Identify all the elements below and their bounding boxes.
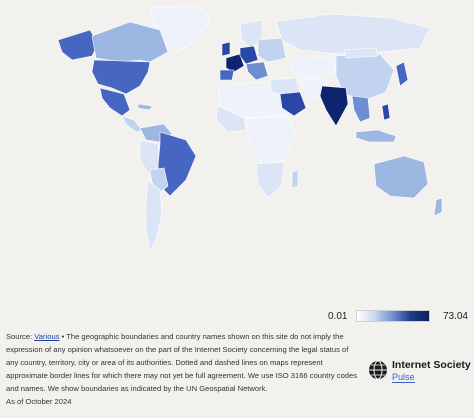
region-southern-africa [255, 161, 285, 199]
region-alaska [57, 29, 99, 61]
region-central-africa [245, 115, 297, 165]
source-as-of: As of October 2024 [6, 397, 72, 406]
legend-gradient-bar [356, 310, 430, 322]
region-saudi-arabia [279, 91, 307, 117]
region-france [225, 53, 245, 73]
region-india [319, 85, 349, 127]
brand-sub: Pulse [392, 372, 415, 383]
source-prefix: Source: [6, 332, 33, 341]
region-central-america [121, 115, 143, 133]
region-italy-balkans [245, 61, 269, 81]
brand-name: Internet Society [392, 359, 471, 371]
globe-icon [369, 360, 387, 380]
region-germany [239, 45, 259, 65]
region-mongolia [343, 47, 379, 59]
region-argentina [145, 179, 163, 253]
region-spain [219, 69, 235, 81]
region-indonesia [355, 129, 397, 143]
region-eastern-europe [257, 37, 287, 63]
source-disclaimer: • The geographic boundaries and country … [6, 332, 358, 393]
world-map [57, 5, 443, 253]
region-madagascar [291, 169, 299, 189]
source-various-link[interactable]: Various [34, 332, 60, 341]
region-southeast-asia [351, 95, 371, 123]
internet-society-pulse-logo[interactable]: Internet Society Pulse [366, 356, 471, 386]
region-australia [373, 155, 429, 199]
color-legend: 0.01 73.04 [328, 306, 468, 326]
region-central-asia [289, 55, 337, 81]
region-caribbean [137, 103, 153, 111]
region-japan [395, 61, 409, 87]
region-new-zealand [433, 197, 443, 217]
region-philippines [381, 103, 391, 121]
region-west-africa [215, 105, 247, 133]
legend-max-label: 73.04 [442, 311, 468, 322]
region-china [335, 53, 395, 101]
region-bolivia [149, 167, 169, 195]
source-note: Source: Various • The geographic boundar… [6, 330, 358, 408]
region-usa [91, 59, 151, 95]
region-russia [275, 13, 431, 55]
legend-min-label: 0.01 [328, 311, 348, 322]
region-scandinavia [239, 19, 263, 49]
region-brazil [157, 131, 197, 197]
region-uk [221, 41, 231, 57]
